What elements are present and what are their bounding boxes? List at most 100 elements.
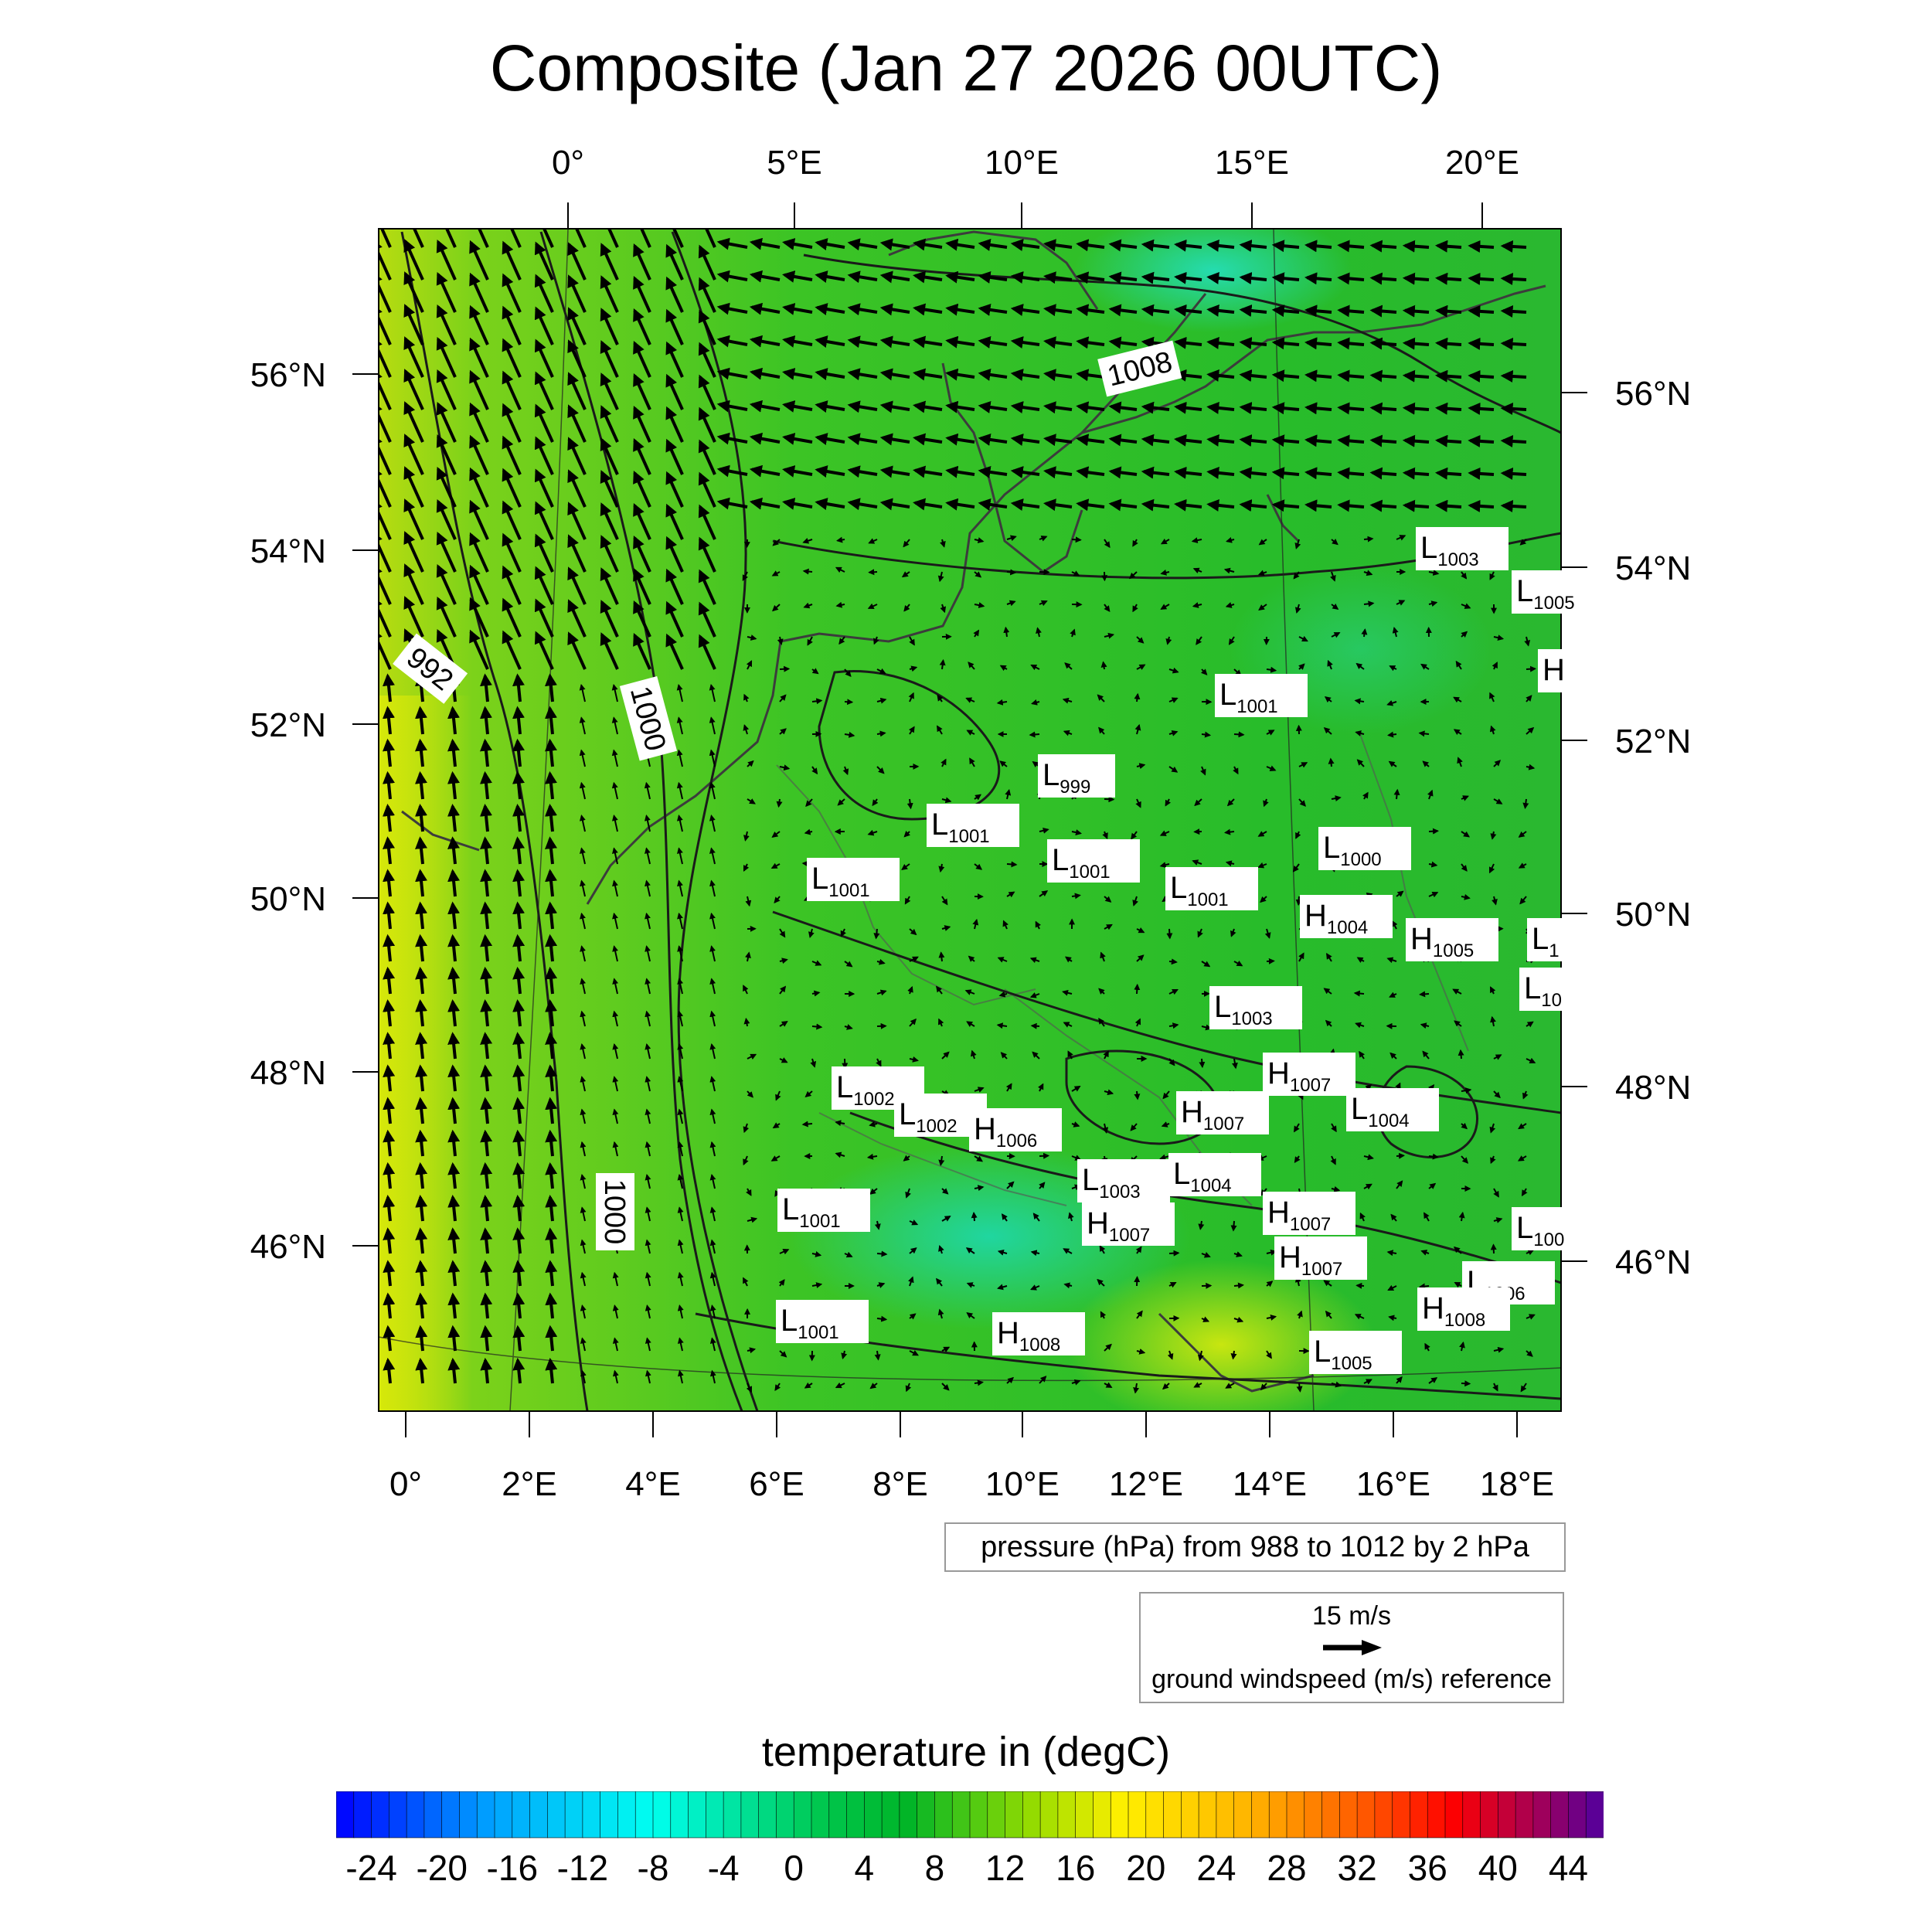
- wind-vector: [782, 465, 813, 478]
- wind-vector: [502, 565, 522, 605]
- wind-vector: [677, 1304, 684, 1319]
- wind-vector: [403, 434, 424, 475]
- wind-vector: [579, 749, 586, 767]
- wind-vector: [1098, 726, 1105, 735]
- wind-vector: [1369, 304, 1397, 318]
- wind-vector: [1100, 1311, 1107, 1319]
- wind-vector: [600, 405, 619, 443]
- wind-vector: [580, 1304, 587, 1319]
- wind-vector: [1067, 1050, 1073, 1060]
- colorbar-box: [1039, 1791, 1059, 1838]
- wind-vector: [1043, 239, 1073, 252]
- pressure-system-value: 1007: [1290, 1214, 1331, 1235]
- pressure-system-marker: L999: [1038, 754, 1115, 798]
- wind-vector: [545, 1357, 558, 1384]
- wind-vector: [879, 303, 910, 316]
- wind-vector: [512, 1195, 526, 1222]
- bottom-lon-label: 8°E: [872, 1465, 927, 1503]
- wind-vector: [480, 1325, 493, 1352]
- colorbar-box: [1128, 1791, 1147, 1838]
- wind-vector: [545, 1162, 558, 1189]
- wind-vector: [1387, 1284, 1397, 1291]
- wind-vector: [512, 1097, 526, 1124]
- wind-vector: [811, 1282, 823, 1288]
- wind-vector: [913, 303, 943, 316]
- wind-vector: [1271, 369, 1300, 383]
- wind-vector: [844, 961, 853, 968]
- wind-vector: [1369, 434, 1397, 447]
- wind-vector: [1264, 928, 1271, 939]
- wind-vector: [1134, 1276, 1141, 1287]
- wind-vector: [383, 999, 396, 1027]
- wind-vector: [1099, 1245, 1106, 1254]
- wind-vector: [677, 1141, 684, 1157]
- wind-vector: [665, 373, 684, 410]
- wind-vector: [1043, 466, 1073, 479]
- wind-vector: [545, 1292, 558, 1319]
- wind-vector: [909, 1313, 917, 1320]
- colorbar-box: [1022, 1791, 1041, 1838]
- wind-vector: [415, 934, 428, 962]
- wind-vector: [1396, 1152, 1405, 1159]
- wind-vector: [1108, 466, 1138, 479]
- wind-vector: [1493, 760, 1502, 767]
- wind-vector: [1304, 499, 1332, 512]
- wind-vector: [1337, 402, 1365, 415]
- wind-vector: [811, 1251, 822, 1257]
- wind-vector: [869, 1383, 878, 1389]
- wind-vector: [1428, 1377, 1438, 1384]
- wind-vector: [534, 598, 554, 638]
- wind-vector: [1304, 402, 1332, 415]
- wind-vector: [847, 368, 878, 381]
- wind-vector: [876, 668, 886, 675]
- wind-vector: [964, 989, 975, 995]
- wind-vector: [436, 271, 457, 313]
- wind-vector: [1174, 271, 1202, 284]
- wind-vector: [698, 601, 716, 638]
- wind-vector: [1097, 1278, 1105, 1287]
- wind-vector: [844, 1024, 853, 1030]
- wind-vector: [1168, 730, 1179, 736]
- wind-vector: [1076, 304, 1105, 317]
- colorbar-tick-labels: -24 -20 -16 -12 -8 -4 0 4 8 12 16 20 24 28 32 36 40 44: [345, 1848, 1588, 1888]
- colorbar-box: [969, 1791, 988, 1838]
- colorbar-box: [881, 1791, 900, 1838]
- wind-vector: [580, 1369, 587, 1384]
- wind-vector: [403, 531, 424, 573]
- wind-vector: [580, 879, 586, 897]
- wind-vector: [612, 1141, 619, 1157]
- colorbar-tick-label: 24: [1196, 1848, 1236, 1888]
- wind-vector: [913, 400, 943, 413]
- pressure-system-marker: L1: [1527, 918, 1573, 961]
- wind-vector: [776, 798, 783, 808]
- colorbar-box: [406, 1791, 425, 1838]
- wind-vector: [1297, 1310, 1303, 1319]
- wind-vector: [1489, 725, 1496, 735]
- wind-vector: [412, 229, 424, 248]
- wind-vector: [1337, 272, 1365, 285]
- wind-vector: [469, 434, 489, 475]
- wind-vector: [512, 804, 525, 832]
- wind-vector: [1132, 896, 1138, 906]
- wind-vector: [1130, 1123, 1138, 1131]
- pressure-system-marker: L1004: [1346, 1088, 1439, 1131]
- wind-vector: [835, 566, 845, 573]
- colorbar-box: [1498, 1791, 1516, 1838]
- wind-vector: [1136, 636, 1145, 644]
- wind-vector: [1324, 696, 1332, 703]
- wind-vector: [379, 335, 392, 378]
- wind-vector: [869, 1188, 878, 1195]
- wind-vector: [480, 1097, 493, 1124]
- wind-vector: [1526, 764, 1536, 770]
- wind-vector: [1363, 1379, 1372, 1385]
- wind-vector: [665, 503, 684, 540]
- wind-vector: [1134, 723, 1141, 735]
- wind-vector: [1325, 1310, 1332, 1319]
- wind-vector: [1337, 369, 1365, 383]
- colorbar-box: [1304, 1791, 1323, 1838]
- wind-vector: [743, 985, 749, 995]
- wind-vector: [1174, 498, 1202, 512]
- wind-vector: [1239, 467, 1267, 480]
- colorbar-box: [811, 1791, 830, 1838]
- wind-vector: [1337, 304, 1365, 318]
